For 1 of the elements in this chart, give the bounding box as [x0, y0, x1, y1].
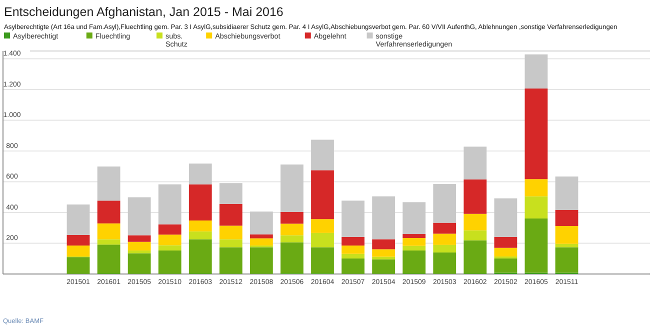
chart-title: Entscheidungen Afghanistan, Jan 2015 - Mai 2016 [4, 5, 284, 19]
